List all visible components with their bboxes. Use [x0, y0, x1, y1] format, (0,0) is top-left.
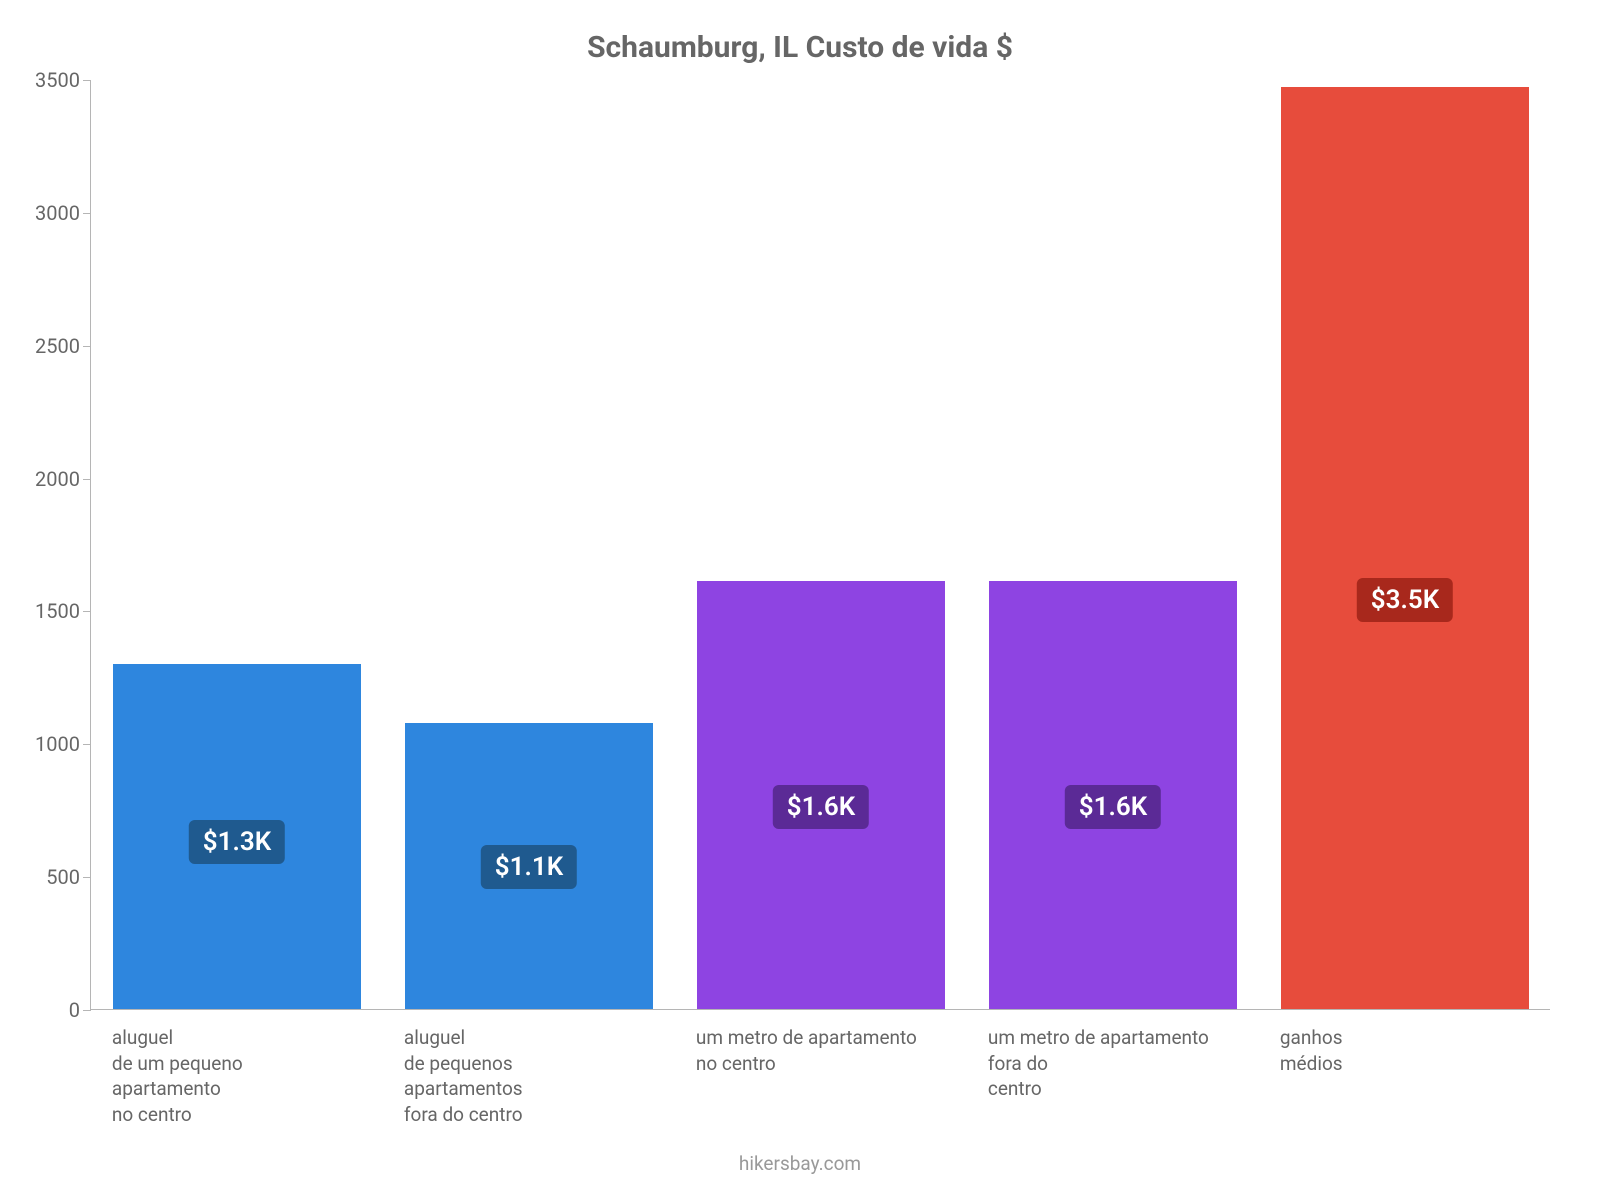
bar-label-sqm-center: $1.6K: [773, 785, 869, 829]
cost-of-living-chart: Schaumburg, IL Custo de vida $ $1.3K $1.1…: [0, 0, 1600, 1200]
x-label-sqm-outside: um metro de apartamento fora do centro: [988, 1025, 1209, 1102]
y-tick: [83, 1010, 91, 1011]
y-tick-label: 500: [10, 865, 80, 889]
x-label-avg-earnings: ganhos médios: [1280, 1025, 1343, 1076]
x-label-rent-small-center: aluguel de um pequeno apartamento no cen…: [112, 1025, 243, 1128]
y-tick-label: 0: [10, 998, 80, 1022]
y-tick: [83, 744, 91, 745]
y-tick-label: 3500: [10, 68, 80, 92]
y-tick-label: 1500: [10, 599, 80, 623]
y-tick-label: 2000: [10, 467, 80, 491]
plot-area: $1.3K $1.1K $1.6K $1.6K $3.5K: [90, 80, 1550, 1010]
chart-footer: hikersbay.com: [0, 1152, 1600, 1175]
bar-label-avg-earnings: $3.5K: [1357, 578, 1453, 622]
y-tick-label: 2500: [10, 334, 80, 358]
y-tick: [83, 213, 91, 214]
bar-avg-earnings: [1281, 87, 1529, 1009]
x-label-rent-small-outside: aluguel de pequenos apartamentos fora do…: [404, 1025, 523, 1128]
y-tick-label: 3000: [10, 201, 80, 225]
chart-title: Schaumburg, IL Custo de vida $: [0, 30, 1600, 65]
y-tick: [83, 479, 91, 480]
y-tick: [83, 611, 91, 612]
y-tick: [83, 877, 91, 878]
x-label-sqm-center: um metro de apartamento no centro: [696, 1025, 917, 1076]
bar-label-sqm-outside: $1.6K: [1065, 785, 1161, 829]
bar-label-rent-small-center: $1.3K: [189, 820, 285, 864]
y-tick: [83, 346, 91, 347]
y-tick-label: 1000: [10, 732, 80, 756]
y-tick: [83, 80, 91, 81]
bar-label-rent-small-outside: $1.1K: [481, 845, 577, 889]
